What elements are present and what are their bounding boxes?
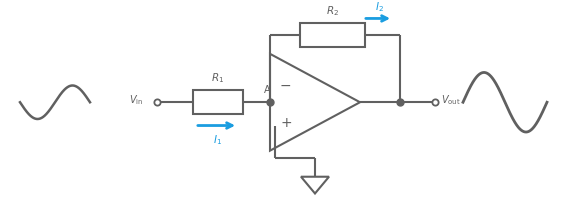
Bar xyxy=(300,23,365,47)
Text: −: − xyxy=(280,78,291,92)
Polygon shape xyxy=(301,177,329,193)
Text: $R_1$: $R_1$ xyxy=(211,72,225,85)
Polygon shape xyxy=(270,54,360,151)
Text: $R_2$: $R_2$ xyxy=(326,5,339,18)
Text: $I_2$: $I_2$ xyxy=(375,0,384,14)
Text: $V_{\mathregular{out}}$: $V_{\mathregular{out}}$ xyxy=(441,93,460,107)
Text: +: + xyxy=(280,116,291,130)
Text: $V_{\mathregular{in}}$: $V_{\mathregular{in}}$ xyxy=(129,93,143,107)
Text: A: A xyxy=(264,85,270,95)
Bar xyxy=(193,90,243,114)
Text: $I_1$: $I_1$ xyxy=(214,133,222,147)
